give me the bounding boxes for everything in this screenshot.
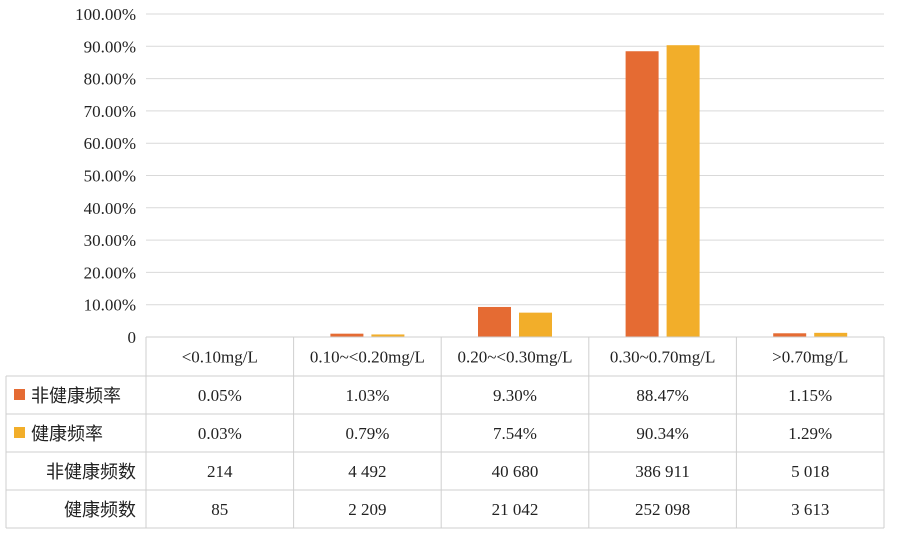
table-cell: 2 209 (348, 500, 386, 519)
legend-swatch (14, 427, 25, 438)
legend-swatch (14, 389, 25, 400)
y-tick-label: 80.00% (84, 70, 136, 89)
y-tick-label: 30.00% (84, 231, 136, 250)
y-tick-label: 70.00% (84, 102, 136, 121)
table-cell: 0.03% (198, 424, 242, 443)
table-cell: 0.05% (198, 386, 242, 405)
y-tick-label: 0 (128, 328, 137, 347)
table-cell: 252 098 (635, 500, 690, 519)
bar-unhealthy (478, 306, 511, 337)
bars (182, 45, 848, 337)
y-tick-label: 10.00% (84, 296, 136, 315)
bar-unhealthy (625, 51, 659, 337)
bar-unhealthy (773, 333, 807, 337)
table-cell: 4 492 (348, 462, 386, 481)
table-cell: 3 613 (791, 500, 829, 519)
table-cell: 9.30% (493, 386, 537, 405)
y-tick-label: 40.00% (84, 199, 136, 218)
bar-healthy (814, 332, 848, 337)
legend-label: 非健康频率 (31, 386, 121, 407)
table-cell: 85 (211, 500, 228, 519)
y-tick-label: 100.00% (75, 5, 136, 24)
table-cell: 5 018 (791, 462, 829, 481)
data-table: <0.10mg/L 0.10~<0.20mg/L 0.20~<0.30mg/L 0.3… (5, 336, 885, 529)
table-cell: 0.79% (345, 424, 389, 443)
x-tick-label: 0.30~0.70mg/L (610, 348, 716, 367)
x-tick-label: >0.70mg/L (772, 348, 848, 367)
table-cell: 386 911 (635, 462, 690, 481)
table-cell: 214 (207, 462, 233, 481)
bar-healthy (371, 334, 405, 337)
table-cell: 7.54% (493, 424, 537, 443)
table-cell: 88.47% (636, 386, 688, 405)
x-tick-label: <0.10mg/L (182, 348, 258, 367)
bar-healthy (666, 45, 700, 337)
table-cell: 1.29% (788, 424, 832, 443)
table-cell: 1.15% (788, 386, 832, 405)
table-cell: 1.03% (345, 386, 389, 405)
x-tick-label: 0.20~<0.30mg/L (457, 348, 572, 367)
row-label: 非健康频数 (46, 462, 136, 483)
bar-healthy (519, 312, 552, 337)
y-tick-label: 20.00% (84, 263, 136, 282)
y-tick-label: 60.00% (84, 134, 136, 153)
table-cell: 40 680 (492, 462, 539, 481)
bar-unhealthy (330, 333, 364, 337)
y-tick-label: 90.00% (84, 37, 136, 56)
gridlines (146, 13, 884, 306)
row-label: 健康频数 (64, 500, 136, 521)
legend-label: 健康频率 (31, 424, 103, 445)
y-tick-label: 50.00% (84, 167, 136, 186)
table-cell: 21 042 (492, 500, 539, 519)
y-axis: 0 10.00% 20.00% 30.00% 40.00% 50.00% 60.00% 70.… (75, 5, 136, 347)
table-cell: 90.34% (636, 424, 688, 443)
x-tick-label: 0.10~<0.20mg/L (310, 348, 425, 367)
